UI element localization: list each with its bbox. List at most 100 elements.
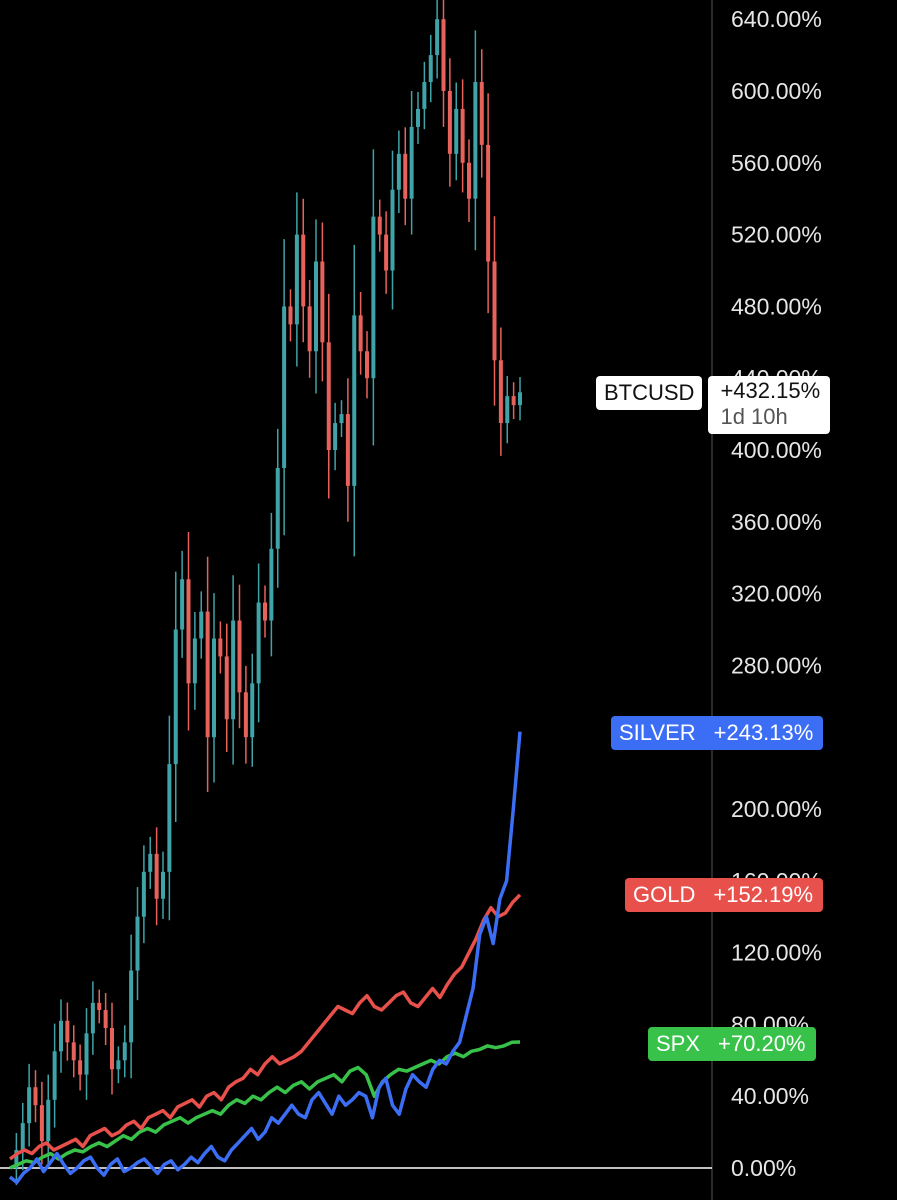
btc-candle-body <box>371 216 376 379</box>
y-tick-label: 280.00% <box>731 652 822 678</box>
btc-candle-body <box>377 216 382 235</box>
btc-candle-body <box>447 91 452 154</box>
y-axis-ticks: 640.00%600.00%560.00%520.00%480.00%440.0… <box>731 6 822 1181</box>
btc-candle-body <box>250 683 255 738</box>
btc-candle-body <box>301 234 306 307</box>
y-tick-label: 520.00% <box>731 222 822 248</box>
btc-candles <box>14 0 522 1186</box>
btc-candle-body <box>141 871 146 917</box>
btc-candle-body <box>14 1150 19 1168</box>
btc-candle-body <box>122 1042 127 1061</box>
silver-label: SILVER +243.13% <box>611 716 824 750</box>
btc-candle-body <box>154 853 159 899</box>
btc-candle-body <box>454 108 459 154</box>
silver-line <box>8 731 522 1185</box>
btc-candle-body <box>403 153 408 199</box>
btc-candle-body <box>84 1033 89 1075</box>
y-tick-label: 560.00% <box>731 150 822 176</box>
btc-candle-body <box>282 306 287 468</box>
y-tick-label: 320.00% <box>731 581 822 607</box>
btc-candle-body <box>231 620 236 720</box>
gold-name: GOLD <box>625 878 704 912</box>
spx-value: +70.20% <box>708 1027 816 1061</box>
btc-candle-body <box>33 1087 38 1106</box>
y-tick-label: 0.00% <box>731 1155 796 1181</box>
btc-candle-body <box>505 396 510 424</box>
y-tick-label: 640.00% <box>731 6 822 32</box>
btc-candle-body <box>237 620 242 693</box>
btc-candle-body <box>263 602 267 621</box>
btc-candle-body <box>173 629 178 765</box>
gold-value: +152.19% <box>703 878 824 912</box>
btcusd-label: BTCUSD +432.15% 1d 10h <box>596 376 831 434</box>
btc-candle-body <box>492 261 497 361</box>
btc-candle-body <box>486 144 491 262</box>
btc-candle-body <box>224 656 229 720</box>
btc-candle-body <box>205 611 210 738</box>
btc-candle-body <box>473 82 478 199</box>
btc-candle-body <box>518 392 522 406</box>
btc-candle-body <box>352 315 357 486</box>
btc-candle-body <box>192 638 197 684</box>
btc-candle-body <box>320 261 325 343</box>
btc-candle-body <box>161 871 165 899</box>
btcusd-value: +432.15% <box>720 378 821 403</box>
btc-candle-body <box>269 548 274 621</box>
btc-candle-body <box>460 108 465 163</box>
y-tick-label: 480.00% <box>731 293 822 319</box>
btcusd-value-box: +432.15% 1d 10h <box>708 376 831 434</box>
btc-candle-body <box>199 611 204 639</box>
btc-candle-body <box>416 108 420 127</box>
btc-candle-body <box>129 970 134 1043</box>
gold-line <box>8 893 522 1161</box>
btc-candle-body <box>358 315 363 352</box>
silver-name: SILVER <box>611 716 704 750</box>
y-tick-label: 120.00% <box>731 940 822 966</box>
btc-candle-body <box>384 234 389 271</box>
silver-value: +243.13% <box>703 716 824 750</box>
btc-candle-body <box>20 1123 25 1151</box>
btc-candle-body <box>498 360 503 424</box>
btc-candle-body <box>186 579 191 684</box>
y-tick-label: 600.00% <box>731 78 822 104</box>
btc-candle-body <box>441 19 446 92</box>
btc-candle-body <box>46 1099 51 1142</box>
btc-candle-body <box>467 162 471 199</box>
btc-candle-body <box>479 82 484 145</box>
btc-candle-body <box>212 638 216 738</box>
btc-candle-body <box>135 916 140 971</box>
btc-candle-body <box>307 306 312 352</box>
y-tick-label: 200.00% <box>731 796 822 822</box>
btc-candle-body <box>218 638 223 657</box>
y-tick-label: 400.00% <box>731 437 822 463</box>
btc-candle-body <box>256 602 261 684</box>
btc-candle-body <box>52 1051 57 1100</box>
btc-candle-body <box>103 1010 108 1028</box>
spx-label: SPX +70.20% <box>648 1027 816 1061</box>
btc-candle-body <box>396 153 401 190</box>
btc-candle-body <box>365 351 369 379</box>
btc-candle-body <box>167 764 172 872</box>
btc-candle-body <box>65 1020 70 1043</box>
btc-candle-body <box>288 306 293 325</box>
btcusd-name: BTCUSD <box>596 376 703 410</box>
spx-line <box>9 1040 521 1170</box>
btc-candle-body <box>422 82 427 109</box>
btc-candle-body <box>71 1042 76 1061</box>
btc-candle-body <box>326 342 331 450</box>
btc-candle-body <box>110 1027 114 1070</box>
btc-candle-body <box>333 423 338 450</box>
btc-candle-body <box>243 692 248 738</box>
btc-candle-body <box>180 579 185 630</box>
btc-candle-body <box>275 467 280 549</box>
btc-candle-body <box>148 853 153 872</box>
btc-candle-body <box>97 1002 102 1011</box>
btc-candle-body <box>345 414 350 486</box>
btc-candle-body <box>390 189 395 271</box>
btc-candle-body <box>428 55 433 83</box>
y-tick-label: 40.00% <box>731 1083 809 1109</box>
btc-candle-body <box>78 1060 83 1075</box>
btc-candle-body <box>59 1020 63 1052</box>
btc-candle-body <box>314 261 318 352</box>
